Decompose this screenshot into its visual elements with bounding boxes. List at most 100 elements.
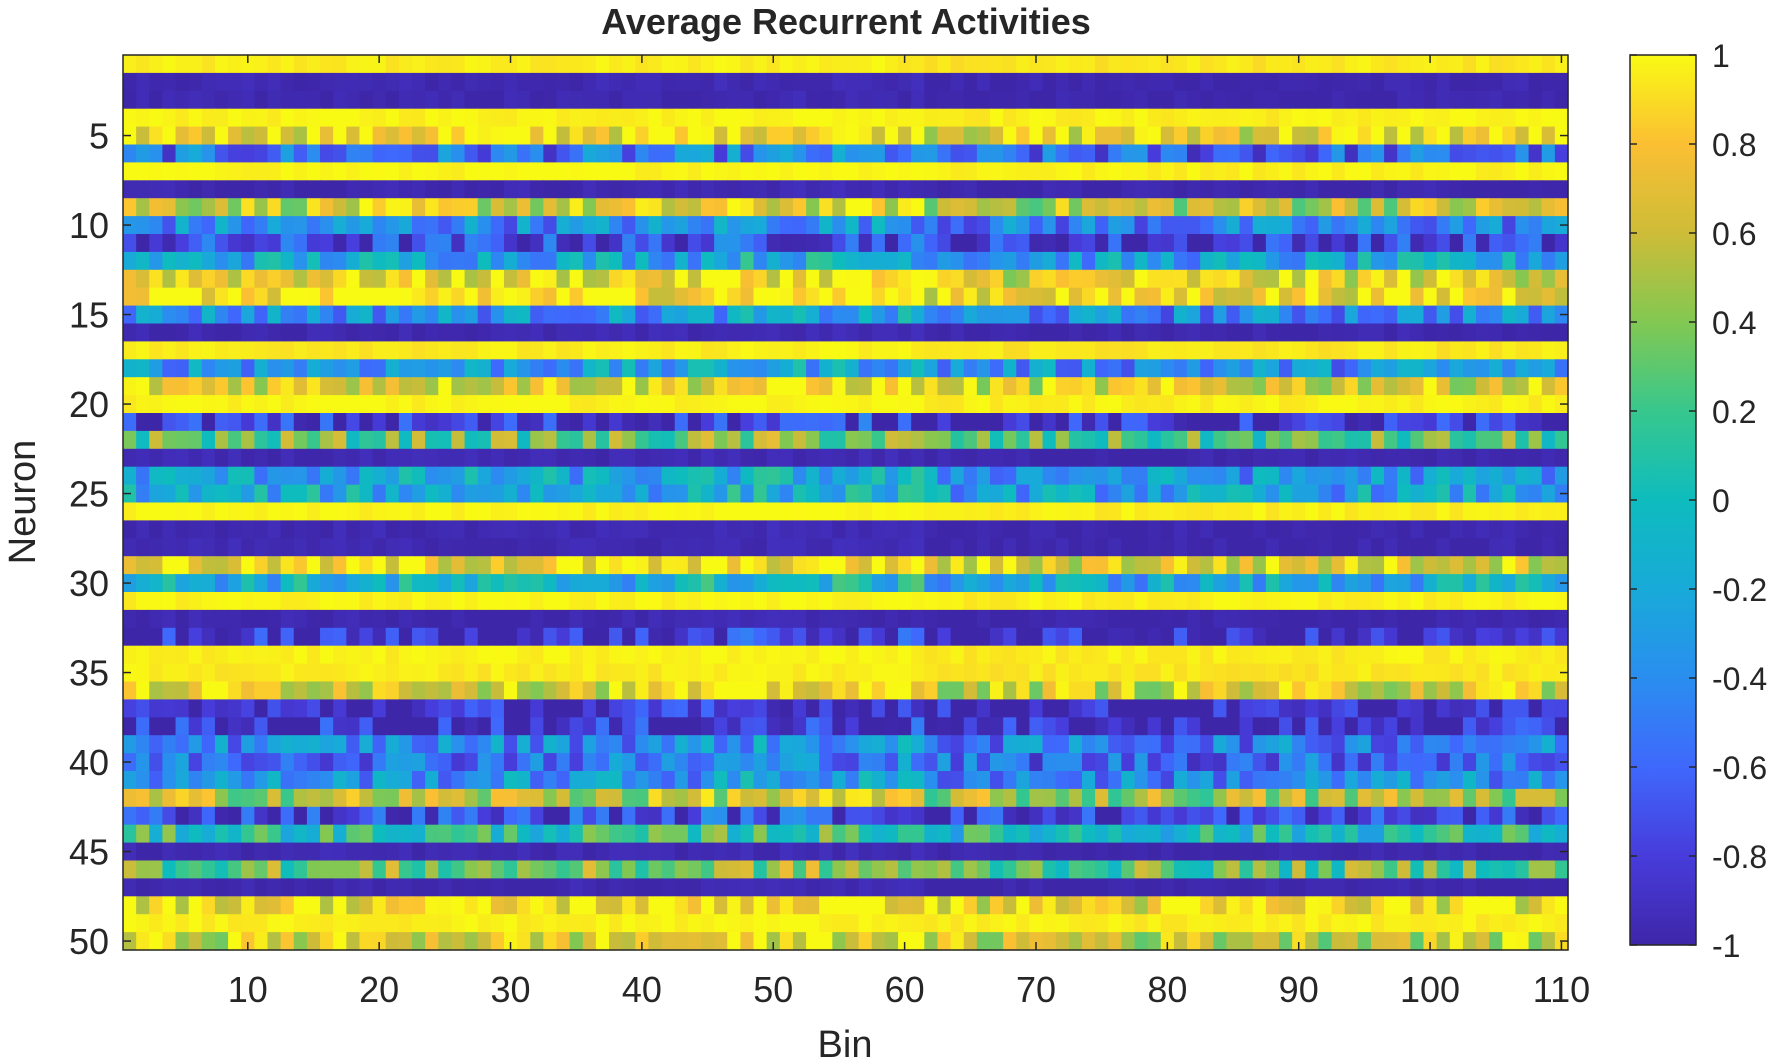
heatmap-cell	[1423, 484, 1438, 504]
heatmap-cell	[727, 269, 742, 289]
heatmap-cell	[1068, 341, 1083, 360]
heatmap-cell	[1160, 663, 1175, 683]
heatmap-cell	[924, 90, 939, 110]
heatmap-cell	[1318, 609, 1333, 629]
heatmap-cell	[1173, 359, 1188, 378]
heatmap-cell	[451, 198, 466, 217]
heatmap-cell	[175, 323, 190, 342]
heatmap-cell	[1397, 323, 1411, 342]
heatmap-cell	[622, 305, 636, 325]
heatmap-cell	[425, 162, 439, 181]
heatmap-cell	[188, 216, 203, 235]
heatmap-cell	[123, 341, 137, 360]
heatmap-cell	[1462, 234, 1477, 253]
heatmap-cell	[990, 359, 1004, 378]
heatmap-cell	[779, 806, 794, 826]
heatmap-cell	[1423, 788, 1438, 808]
heatmap-cell	[543, 341, 558, 360]
heatmap-cell	[1265, 645, 1280, 665]
heatmap-cell	[635, 144, 650, 163]
heatmap-cell	[1134, 108, 1149, 128]
heatmap-cell	[1357, 735, 1372, 754]
heatmap-cell	[241, 645, 255, 665]
heatmap-cell	[1449, 144, 1464, 163]
heatmap-cell	[320, 484, 334, 504]
heatmap-cell	[1055, 735, 1070, 754]
heatmap-cell	[1357, 520, 1372, 539]
heatmap-cell	[1121, 592, 1136, 611]
heatmap-cell	[1541, 359, 1556, 378]
heatmap-cell	[792, 413, 807, 432]
heatmap-cell	[582, 162, 597, 181]
heatmap-cell	[228, 842, 242, 862]
heatmap-cell	[136, 108, 150, 128]
heatmap-cell	[727, 198, 742, 217]
heatmap-cell	[280, 162, 295, 181]
heatmap-cell	[175, 413, 190, 432]
heatmap-cell	[1554, 466, 1569, 486]
heatmap-cell	[1173, 699, 1188, 718]
heatmap-cell	[661, 377, 676, 396]
heatmap-cell	[490, 538, 505, 557]
heatmap-cell	[346, 842, 361, 862]
heatmap-cell	[1370, 806, 1385, 826]
heatmap-cell	[1476, 216, 1490, 235]
heatmap-cell	[832, 806, 847, 826]
heatmap-cell	[1213, 806, 1228, 826]
heatmap-cell	[779, 126, 794, 146]
heatmap-cell	[1252, 269, 1267, 289]
heatmap-cell	[372, 556, 387, 575]
heatmap-cell	[1160, 341, 1175, 360]
heatmap-cell	[201, 359, 216, 378]
heatmap-cell	[1213, 824, 1228, 844]
heatmap-cell	[569, 413, 584, 432]
heatmap-cell	[911, 144, 925, 163]
heatmap-cell	[136, 520, 150, 539]
heatmap-cell	[201, 824, 216, 844]
heatmap-cell	[832, 108, 847, 128]
heatmap-cell	[543, 574, 558, 593]
heatmap-cell	[214, 466, 229, 486]
heatmap-cell	[714, 663, 728, 683]
heatmap-cell	[648, 180, 663, 199]
heatmap-cell	[727, 90, 742, 110]
heatmap-cell	[1410, 484, 1425, 504]
heatmap-cell	[1173, 323, 1188, 342]
heatmap-cell	[530, 771, 544, 790]
heatmap-cell	[333, 55, 347, 74]
heatmap-cell	[228, 645, 242, 665]
heatmap-cell	[924, 251, 939, 271]
heatmap-cell	[924, 645, 939, 665]
heatmap-cell	[123, 520, 137, 539]
heatmap-cell	[976, 556, 991, 575]
heatmap-cell	[792, 144, 807, 163]
heatmap-cell	[911, 108, 925, 128]
heatmap-cell	[674, 609, 689, 629]
heatmap-cell	[1384, 502, 1398, 521]
heatmap-cell	[884, 699, 899, 718]
heatmap-cell	[1147, 717, 1162, 736]
heatmap-cell	[1213, 663, 1228, 683]
heatmap-cell	[1292, 359, 1306, 378]
heatmap-cell	[963, 430, 978, 450]
heatmap-cell	[740, 627, 755, 647]
heatmap-cell	[1108, 717, 1122, 736]
heatmap-cell	[1134, 395, 1149, 414]
heatmap-cell	[530, 842, 544, 862]
heatmap-cell	[990, 90, 1004, 110]
heatmap-cell	[1173, 806, 1188, 826]
heatmap-cell	[1173, 251, 1188, 271]
heatmap-cell	[543, 627, 558, 647]
heatmap-cell	[871, 466, 886, 486]
heatmap-cell	[832, 162, 847, 181]
heatmap-cell	[832, 90, 847, 110]
heatmap-cell	[228, 305, 242, 325]
heatmap-cell	[188, 72, 203, 92]
heatmap-cell	[1318, 108, 1333, 128]
heatmap-cell	[858, 842, 873, 862]
heatmap-cell	[1200, 108, 1214, 128]
heatmap-cell	[937, 216, 952, 235]
heatmap-cell	[1121, 538, 1136, 557]
heatmap-cell	[1055, 592, 1070, 611]
heatmap-cell	[976, 341, 991, 360]
